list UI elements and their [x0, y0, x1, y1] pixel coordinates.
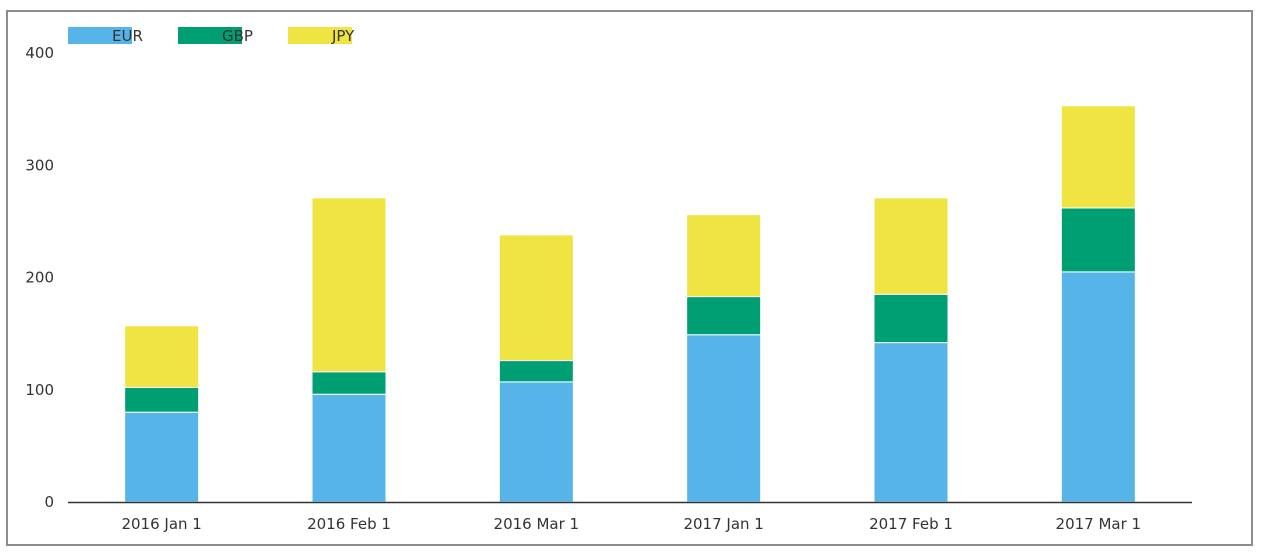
- chart-frame: [6, 10, 1253, 546]
- bar-eur-5: [1060, 271, 1136, 503]
- y-tick-label: 0: [44, 493, 54, 511]
- bar-jpy-5: [1060, 105, 1136, 209]
- x-tick-label: 2017 Feb 1: [869, 515, 953, 533]
- y-tick-label: 400: [25, 44, 54, 62]
- x-tick-label: 2016 Jan 1: [121, 515, 201, 533]
- bar-gbp-4: [873, 293, 949, 344]
- bar-gbp-0: [124, 387, 200, 413]
- x-tick-label: 2016 Feb 1: [307, 515, 391, 533]
- x-tick-label: 2017 Jan 1: [683, 515, 763, 533]
- x-axis: 2016 Jan 1 2016 Feb 1 2016 Mar 1 2017 Jan 1…: [68, 501, 1192, 533]
- bar-jpy-1: [311, 197, 387, 373]
- bar-eur-3: [686, 334, 762, 503]
- bar-gbp-2: [498, 360, 574, 383]
- bar-eur-1: [311, 393, 387, 503]
- legend-label-jpy: JPY: [331, 27, 355, 45]
- bar-gbp-1: [311, 371, 387, 395]
- bar-jpy-4: [873, 197, 949, 295]
- y-tick-label: 300: [25, 156, 54, 174]
- bar-gbp-5: [1060, 207, 1136, 273]
- bar-eur-4: [873, 342, 949, 503]
- bar-eur-0: [124, 411, 200, 503]
- bar-gbp-3: [686, 296, 762, 336]
- bar-jpy-2: [498, 234, 574, 362]
- legend: EUR GBP JPY: [68, 27, 355, 45]
- legend-swatch-jpy: [288, 27, 352, 44]
- bar-eur-2: [498, 381, 574, 503]
- bar-jpy-0: [124, 325, 200, 389]
- y-tick-label: 200: [25, 269, 54, 287]
- legend-label-gbp: GBP: [222, 27, 253, 45]
- bars: [124, 105, 1136, 503]
- x-tick-label: 2016 Mar 1: [494, 515, 580, 533]
- legend-swatch-gbp: [178, 27, 242, 44]
- legend-swatch-eur: [68, 27, 132, 44]
- bar-jpy-3: [686, 214, 762, 298]
- legend-label-eur: EUR: [112, 27, 143, 45]
- y-axis: 0 100 200 300 400: [25, 44, 54, 511]
- x-tick-label: 2017 Mar 1: [1056, 515, 1142, 533]
- y-tick-label: 100: [25, 381, 54, 399]
